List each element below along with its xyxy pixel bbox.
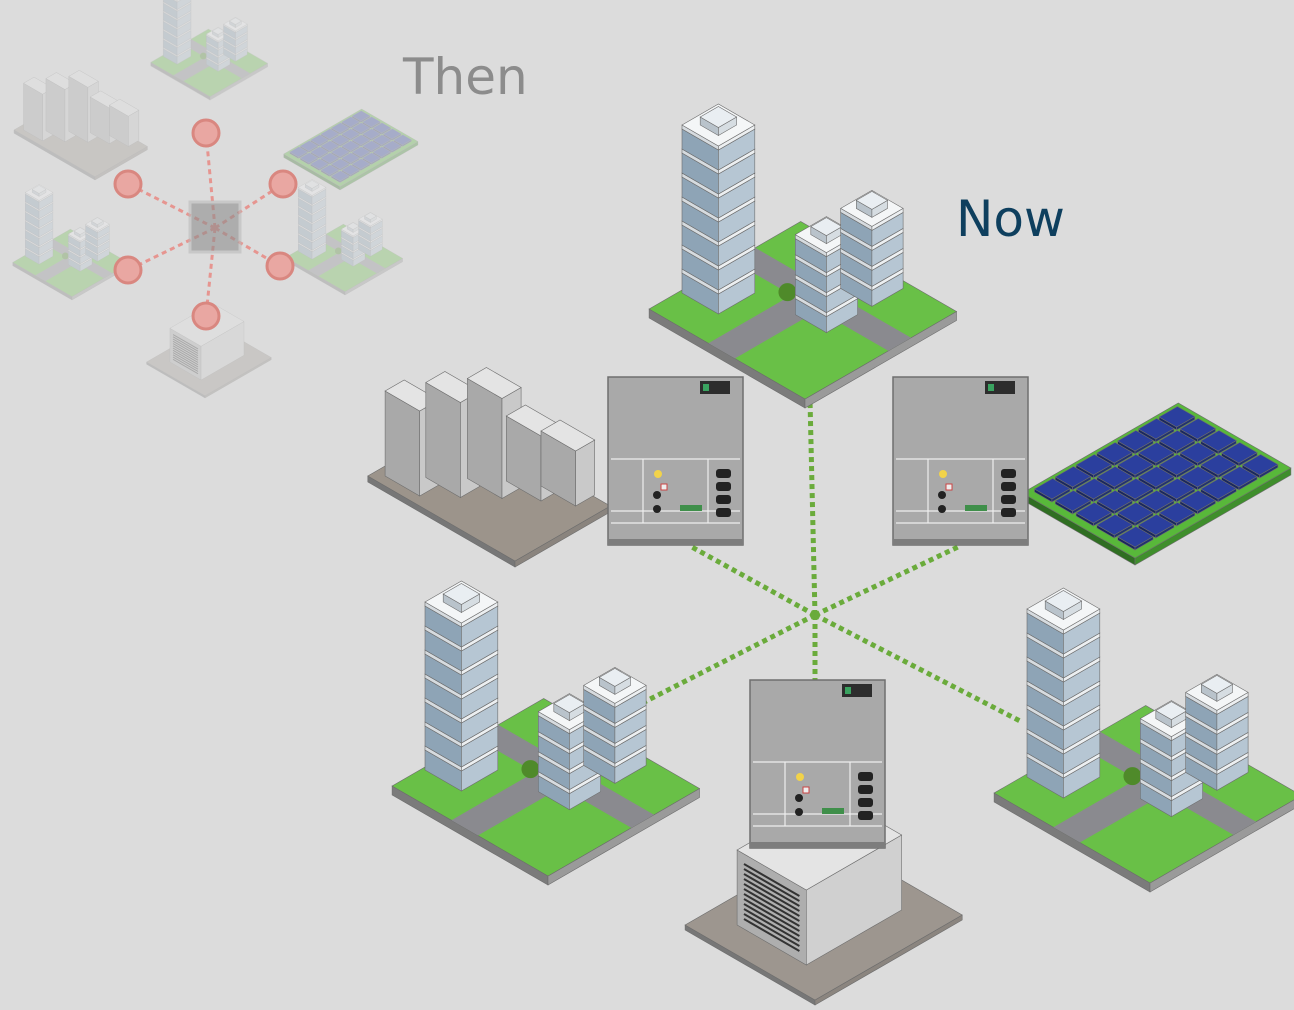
tree (200, 53, 207, 60)
button (716, 508, 731, 517)
button (858, 798, 873, 807)
node (115, 171, 141, 197)
button (1001, 469, 1016, 478)
display-led (988, 384, 994, 391)
button (858, 772, 873, 781)
button (858, 811, 873, 820)
diagram: Then Now (0, 0, 1294, 1010)
tag (965, 505, 987, 511)
cabinet-base (608, 539, 743, 545)
knob (795, 794, 803, 802)
switch (803, 787, 809, 793)
node (193, 120, 219, 146)
button (716, 482, 731, 491)
block-side (576, 440, 595, 506)
block-side (467, 379, 502, 499)
indicator (654, 470, 662, 478)
tree (335, 248, 342, 255)
knob (653, 491, 661, 499)
indicator (939, 470, 947, 478)
now-label: Now (956, 190, 1065, 248)
indicator (796, 773, 804, 781)
knob (938, 491, 946, 499)
block-side (128, 110, 139, 146)
cabinet-base (750, 842, 885, 848)
switch (661, 484, 667, 490)
button (858, 785, 873, 794)
display-led (703, 384, 709, 391)
node (267, 253, 293, 279)
central-box (190, 202, 240, 252)
knob (938, 505, 946, 513)
button (716, 495, 731, 504)
button (1001, 495, 1016, 504)
page: Then Now (() => { const data = JSON.pars… (0, 0, 1294, 1010)
knob (653, 505, 661, 513)
cabinet (608, 377, 743, 545)
central-unit (190, 202, 240, 252)
switch (946, 484, 952, 490)
tree (521, 760, 539, 778)
block-side (69, 76, 88, 142)
cabinet-base (893, 539, 1028, 545)
node (115, 257, 141, 283)
then-label: Then (402, 48, 528, 106)
tag (822, 808, 844, 814)
tree (1123, 767, 1141, 785)
tag (680, 505, 702, 511)
tree (62, 253, 69, 260)
node (270, 171, 296, 197)
knob (795, 808, 803, 816)
node (193, 303, 219, 329)
controller (608, 377, 743, 545)
cabinet (893, 377, 1028, 545)
cabinet (750, 680, 885, 848)
tree (778, 283, 796, 301)
display-led (845, 687, 851, 694)
controller (893, 377, 1028, 545)
button (1001, 508, 1016, 517)
button (716, 469, 731, 478)
controller (750, 680, 885, 848)
button (1001, 482, 1016, 491)
